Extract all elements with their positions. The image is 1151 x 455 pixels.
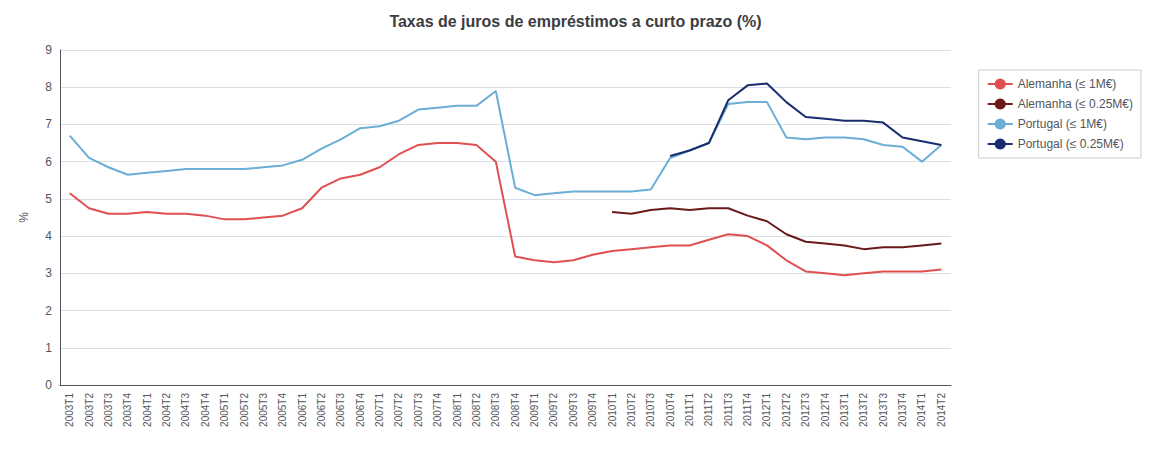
svg-text:2010T4: 2010T4 — [665, 393, 676, 427]
svg-text:Alemanha (≤ 0.25M€): Alemanha (≤ 0.25M€) — [1018, 97, 1133, 111]
svg-text:2005T1: 2005T1 — [219, 393, 230, 427]
svg-text:Alemanha (≤ 1M€): Alemanha (≤ 1M€) — [1018, 77, 1117, 91]
svg-text:2003T3: 2003T3 — [103, 393, 114, 427]
svg-text:2008T4: 2008T4 — [510, 393, 521, 427]
svg-text:2011T2: 2011T2 — [703, 393, 714, 427]
svg-text:Portugal (≤ 1M€): Portugal (≤ 1M€) — [1018, 117, 1107, 131]
svg-text:2011T1: 2011T1 — [684, 393, 695, 427]
svg-text:7: 7 — [45, 117, 52, 131]
svg-text:2007T3: 2007T3 — [413, 393, 424, 427]
svg-text:2006T2: 2006T2 — [316, 393, 327, 427]
svg-text:2013T3: 2013T3 — [878, 393, 889, 427]
svg-text:2012T3: 2012T3 — [800, 393, 811, 427]
svg-text:2006T3: 2006T3 — [335, 393, 346, 427]
svg-text:2012T2: 2012T2 — [781, 393, 792, 427]
svg-text:2013T4: 2013T4 — [897, 393, 908, 427]
svg-text:2011T4: 2011T4 — [742, 393, 753, 427]
svg-text:2010T2: 2010T2 — [626, 393, 637, 427]
svg-text:2010T1: 2010T1 — [607, 393, 618, 427]
svg-text:2003T2: 2003T2 — [84, 393, 95, 427]
svg-text:2007T1: 2007T1 — [374, 393, 385, 427]
svg-text:9: 9 — [45, 43, 52, 57]
svg-text:2013T1: 2013T1 — [839, 393, 850, 427]
svg-text:2009T2: 2009T2 — [548, 393, 559, 427]
svg-text:2006T4: 2006T4 — [355, 393, 366, 427]
svg-text:2004T4: 2004T4 — [200, 393, 211, 427]
svg-text:2013T2: 2013T2 — [858, 393, 869, 427]
svg-text:2012T1: 2012T1 — [761, 393, 772, 427]
svg-text:6: 6 — [45, 155, 52, 169]
svg-text:2004T1: 2004T1 — [142, 393, 153, 427]
svg-text:2007T4: 2007T4 — [432, 393, 443, 427]
svg-text:5: 5 — [45, 192, 52, 206]
svg-text:8: 8 — [45, 80, 52, 94]
svg-text:2009T3: 2009T3 — [568, 393, 579, 427]
svg-text:2004T2: 2004T2 — [161, 393, 172, 427]
svg-text:2009T1: 2009T1 — [529, 393, 540, 427]
svg-text:0: 0 — [45, 378, 52, 392]
svg-text:Taxas de juros de empréstimos: Taxas de juros de empréstimos a curto pr… — [389, 13, 761, 30]
svg-text:2003T1: 2003T1 — [64, 393, 75, 427]
svg-text:2010T3: 2010T3 — [645, 393, 656, 427]
svg-text:2008T1: 2008T1 — [452, 393, 463, 427]
svg-text:3: 3 — [45, 266, 52, 280]
svg-text:2004T3: 2004T3 — [180, 393, 191, 427]
svg-text:2005T3: 2005T3 — [258, 393, 269, 427]
svg-text:2012T4: 2012T4 — [820, 393, 831, 427]
svg-text:2009T4: 2009T4 — [587, 393, 598, 427]
svg-text:2006T1: 2006T1 — [297, 393, 308, 427]
svg-text:2: 2 — [45, 304, 52, 318]
svg-text:1: 1 — [45, 341, 52, 355]
svg-text:2008T3: 2008T3 — [490, 393, 501, 427]
svg-text:2007T2: 2007T2 — [393, 393, 404, 427]
svg-text:2014T1: 2014T1 — [916, 393, 927, 427]
svg-text:2005T2: 2005T2 — [239, 393, 250, 427]
svg-text:2011T3: 2011T3 — [723, 393, 734, 427]
svg-text:%: % — [17, 212, 31, 223]
svg-text:2008T2: 2008T2 — [471, 393, 482, 427]
svg-text:2003T4: 2003T4 — [122, 393, 133, 427]
svg-text:2005T4: 2005T4 — [277, 393, 288, 427]
svg-text:2014T2: 2014T2 — [936, 393, 947, 427]
svg-text:Portugal (≤ 0.25M€): Portugal (≤ 0.25M€) — [1018, 137, 1124, 151]
svg-text:4: 4 — [45, 229, 52, 243]
